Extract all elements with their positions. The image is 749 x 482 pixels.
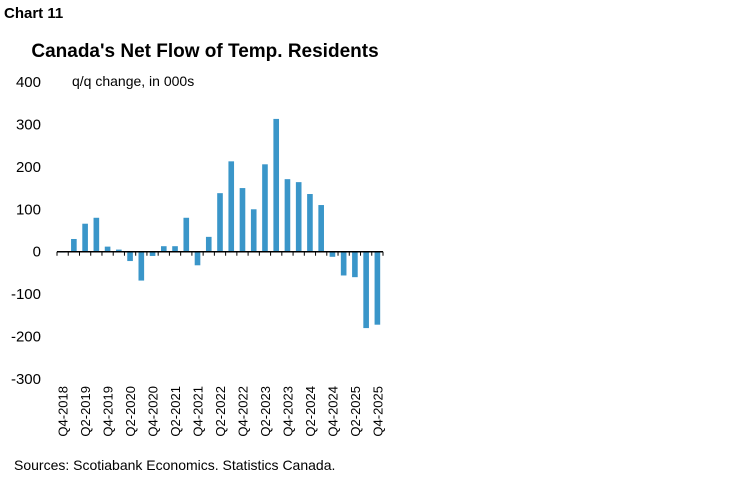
y-tick-label: 400 [16, 74, 41, 91]
x-axis [56, 250, 384, 256]
bar [352, 251, 358, 278]
y-tick-label: -300 [11, 371, 41, 388]
x-tick-label: Q4-2020 [146, 386, 161, 437]
bar [250, 209, 257, 252]
y-axis-unit-label: q/q change, in 000s [72, 73, 194, 89]
x-tick-label: Q2-2021 [168, 386, 183, 437]
bar [273, 118, 280, 252]
bar [228, 161, 235, 252]
x-tick-label: Q4-2021 [191, 386, 206, 437]
bar [104, 246, 111, 252]
x-tick-label: Q2-2019 [78, 386, 93, 437]
x-tick-label: Q4-2022 [235, 386, 250, 437]
x-tick-label: Q4-2018 [56, 386, 71, 437]
bar [183, 217, 190, 252]
bar [149, 251, 156, 256]
bar [205, 236, 212, 252]
x-tick-label: Q4-2025 [370, 386, 385, 437]
y-tick-label: -200 [11, 329, 41, 346]
bar [172, 246, 178, 252]
bar [329, 251, 336, 257]
x-tick-label: Q4-2023 [280, 386, 295, 437]
x-tick-label: Q2-2025 [348, 386, 363, 437]
bar [262, 164, 268, 252]
source-note: Sources: Scotiabank Economics. Statistic… [14, 457, 336, 473]
bar [194, 251, 201, 266]
bar [93, 217, 100, 252]
bar-series [59, 118, 381, 329]
bar [138, 251, 145, 281]
bar [374, 251, 381, 325]
x-tick-label: Q4-2019 [101, 386, 116, 437]
y-tick-label: 100 [16, 201, 41, 218]
bar [318, 205, 324, 252]
bar [217, 193, 223, 252]
bar [127, 251, 133, 262]
x-tick-label: Q4-2024 [325, 386, 340, 437]
y-tick-label: 0 [33, 244, 41, 261]
bar [71, 238, 77, 252]
bar [82, 223, 88, 252]
x-tick-label: Q2-2024 [303, 386, 318, 437]
bar [284, 179, 291, 252]
x-tick-label: Q2-2020 [123, 386, 138, 437]
y-tick-label: 200 [16, 159, 41, 176]
x-tick-label: Q2-2022 [213, 386, 228, 437]
bar [307, 194, 313, 252]
bar [239, 188, 246, 252]
x-tick-label: Q2-2023 [258, 386, 273, 437]
chart-title: Canada's Net Flow of Temp. Residents [31, 41, 379, 62]
y-tick-label: 300 [16, 116, 41, 133]
chart-number-label: Chart 11 [4, 5, 64, 22]
bar [363, 251, 369, 329]
y-tick-label: -100 [11, 286, 41, 303]
x-axis-tick-labels: Q4-2018 Q2-2019 Q4-2019 Q2-2020 Q4-2020 Q2-20… [56, 386, 386, 437]
y-axis: 400 300 200 100 0 -100 -200 -300 [11, 74, 41, 388]
bar [160, 246, 167, 252]
bar [116, 249, 122, 252]
bar [340, 251, 347, 276]
bar [295, 182, 302, 252]
